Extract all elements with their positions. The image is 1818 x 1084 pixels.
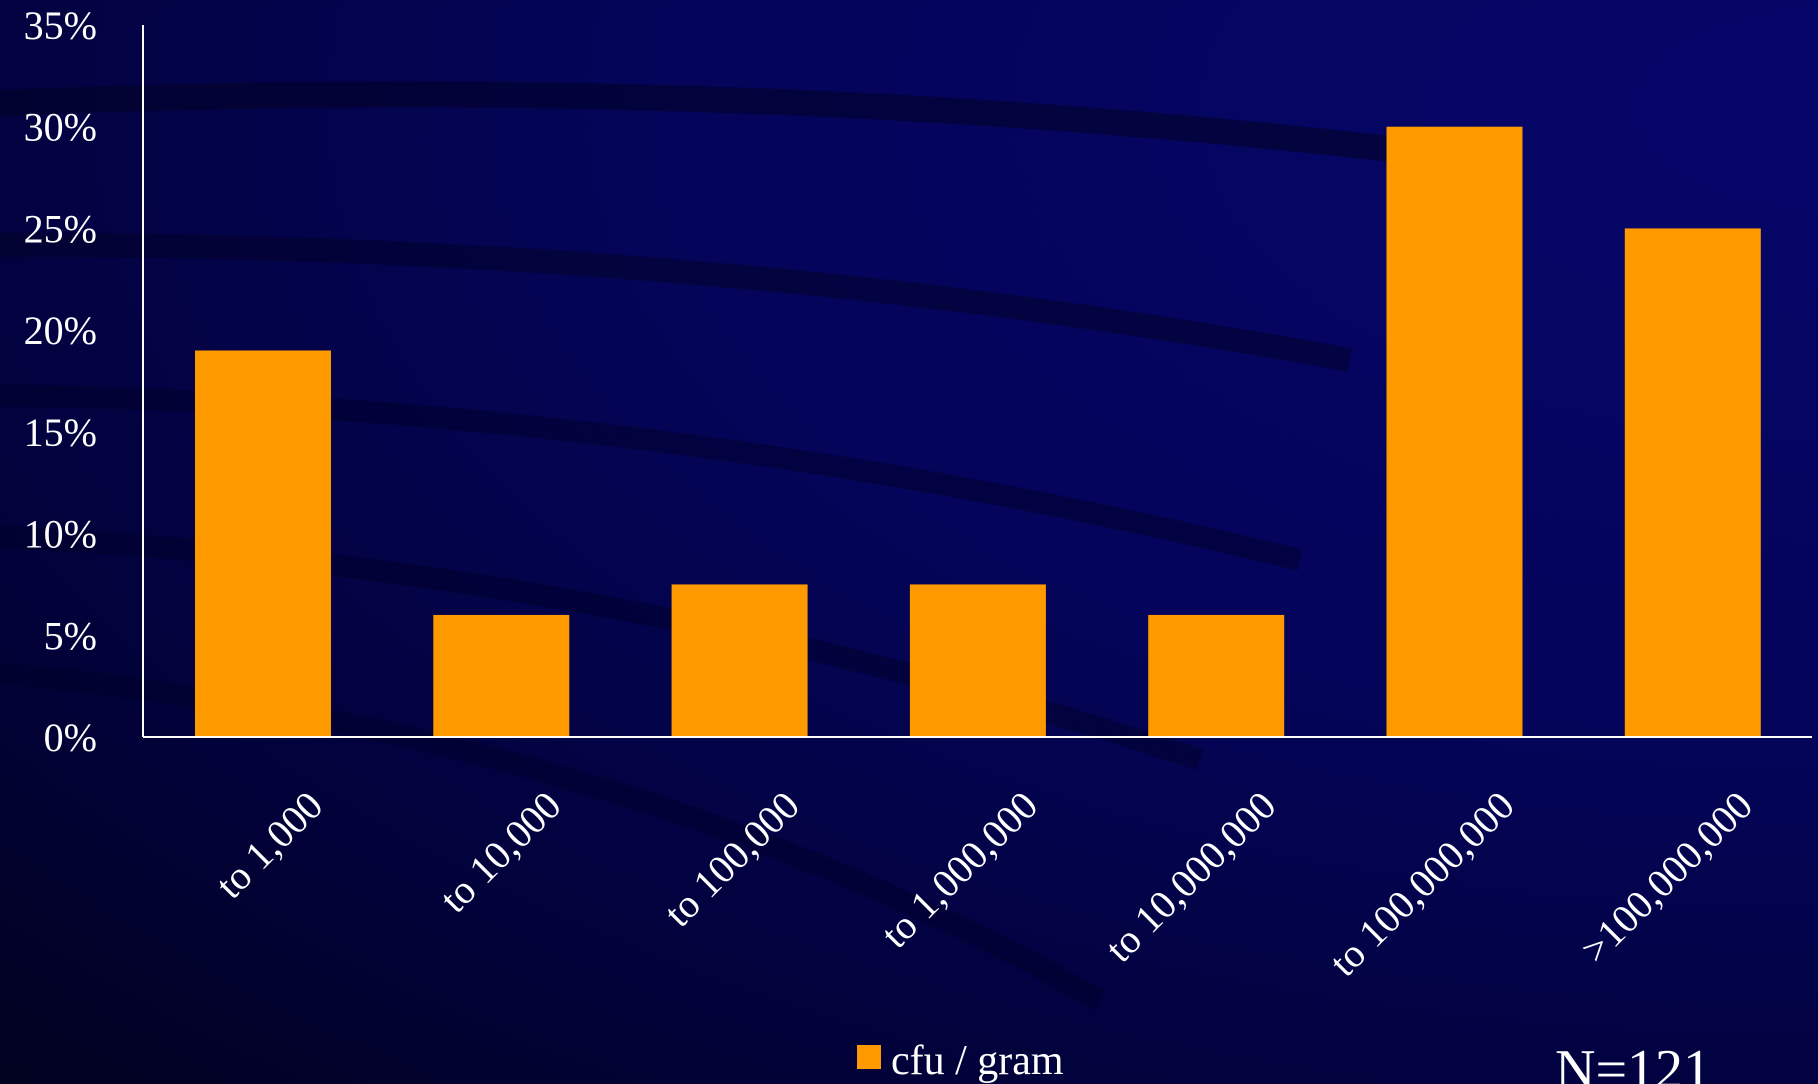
y-tick-label: 20% bbox=[24, 308, 97, 353]
x-category-label: to 1,000 bbox=[207, 783, 332, 908]
bar bbox=[1386, 126, 1523, 737]
legend-label: cfu / gram bbox=[891, 1038, 1064, 1084]
bars bbox=[195, 126, 1761, 737]
legend: cfu / gram bbox=[857, 1038, 1064, 1084]
x-category-label: to 10,000,000 bbox=[1096, 783, 1284, 971]
bar bbox=[671, 584, 808, 737]
y-tick-label: 0% bbox=[44, 715, 97, 760]
bar bbox=[433, 614, 570, 737]
x-category-label: >100,000,000 bbox=[1572, 783, 1761, 972]
y-tick-label: 5% bbox=[44, 613, 97, 658]
y-tick-label: 10% bbox=[24, 512, 97, 557]
y-tick-label: 35% bbox=[24, 3, 97, 48]
bar bbox=[1624, 228, 1761, 737]
y-tick-label: 25% bbox=[24, 206, 97, 251]
sample-size-note: N=121 bbox=[1555, 1039, 1711, 1084]
y-axis-tick-labels: 0% 5% 10% 15% 20% 25% 30% 35% bbox=[24, 3, 97, 760]
x-category-label: to 100,000,000 bbox=[1321, 783, 1523, 985]
bar bbox=[909, 584, 1046, 737]
x-axis-category-labels: to 1,000 to 10,000 to 100,000 to 1,000,000 t… bbox=[207, 783, 1761, 985]
bar bbox=[1148, 614, 1285, 737]
x-category-label: to 10,000 bbox=[431, 783, 570, 922]
bar bbox=[195, 350, 331, 737]
y-tick-label: 15% bbox=[24, 410, 97, 455]
axes bbox=[142, 25, 1812, 738]
y-tick-label: 30% bbox=[24, 105, 97, 150]
legend-swatch bbox=[857, 1045, 881, 1069]
